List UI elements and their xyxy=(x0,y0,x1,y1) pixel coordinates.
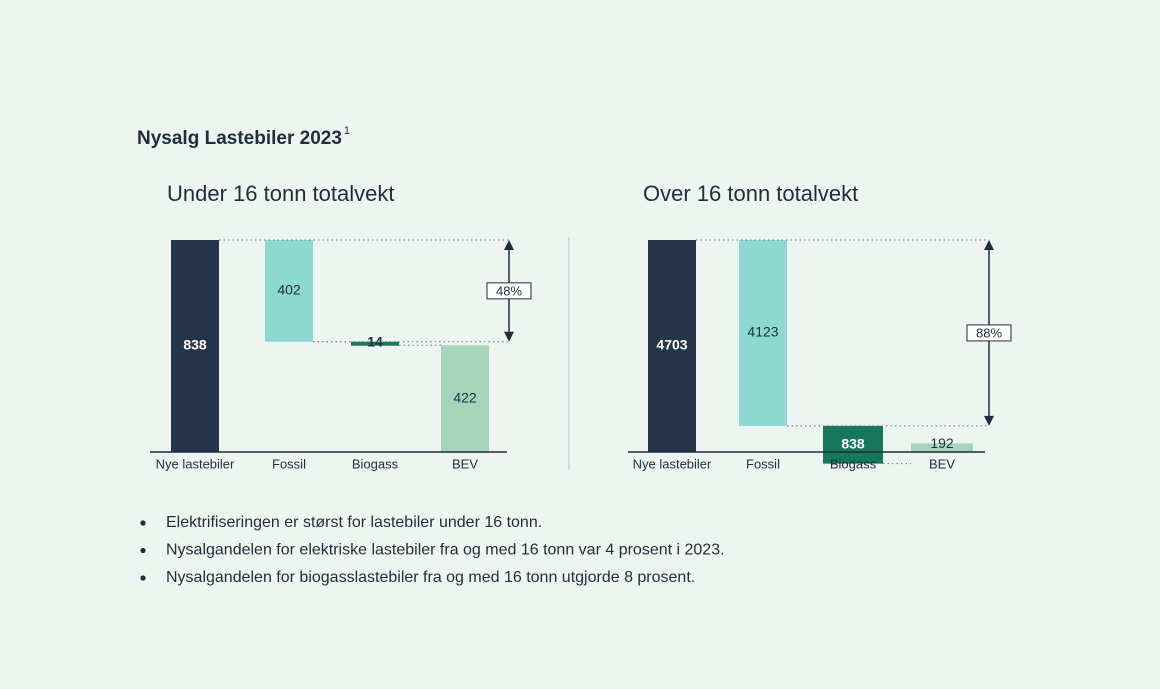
bar xyxy=(823,425,883,464)
footnote-mark: 1 xyxy=(344,125,350,137)
x-tick-label: Fossil xyxy=(746,456,780,471)
chart-title: Over 16 tonn totalvekt xyxy=(643,181,858,206)
bullet xyxy=(140,575,146,581)
bullet xyxy=(140,547,146,554)
arrow-head xyxy=(504,240,514,250)
bar xyxy=(441,345,489,452)
x-tick-label: Nye lastebiler xyxy=(633,456,712,471)
x-tick-label: BEV xyxy=(452,456,478,471)
bar xyxy=(911,443,973,452)
x-tick-label: Biogass xyxy=(352,456,399,471)
x-tick-label: BEV xyxy=(929,456,955,471)
annotation-box xyxy=(486,282,532,300)
annotation: 88% xyxy=(976,325,1002,340)
bullet-text: Elektrifiseringen er størst for lastebil… xyxy=(166,514,542,531)
arrow-head xyxy=(504,331,514,342)
bullet-text: Nysalgandelen for elektriske lastebiler … xyxy=(166,542,725,559)
value-label: 192 xyxy=(930,435,954,451)
value-label: 14 xyxy=(367,333,383,349)
value-label: 402 xyxy=(277,282,301,298)
value-label: 838 xyxy=(183,337,207,353)
bar xyxy=(648,240,696,452)
x-tick-label: Fossil xyxy=(272,456,306,471)
slide-title: Nysalg Lastebiler 2023 xyxy=(137,128,342,149)
x-tick-label: Biogass xyxy=(830,456,877,471)
bullet xyxy=(140,520,146,526)
annotation: 48% xyxy=(496,283,522,298)
bar xyxy=(739,240,787,426)
chart-title: Under 16 tonn totalvekt xyxy=(167,181,394,206)
value-label: 422 xyxy=(453,389,477,405)
x-tick-label: Nye lastebiler xyxy=(156,456,235,471)
arrow-head xyxy=(984,415,994,426)
value-label: 838 xyxy=(841,435,865,451)
bar xyxy=(351,341,399,346)
arrow-head xyxy=(984,240,994,250)
bar xyxy=(171,240,219,452)
value-label: 4703 xyxy=(656,337,687,353)
bar xyxy=(265,240,313,342)
value-label: 4123 xyxy=(747,324,778,340)
annotation-box xyxy=(966,324,1012,342)
bullet-text: Nysalgandelen for biogasslastebiler fra … xyxy=(166,569,695,586)
